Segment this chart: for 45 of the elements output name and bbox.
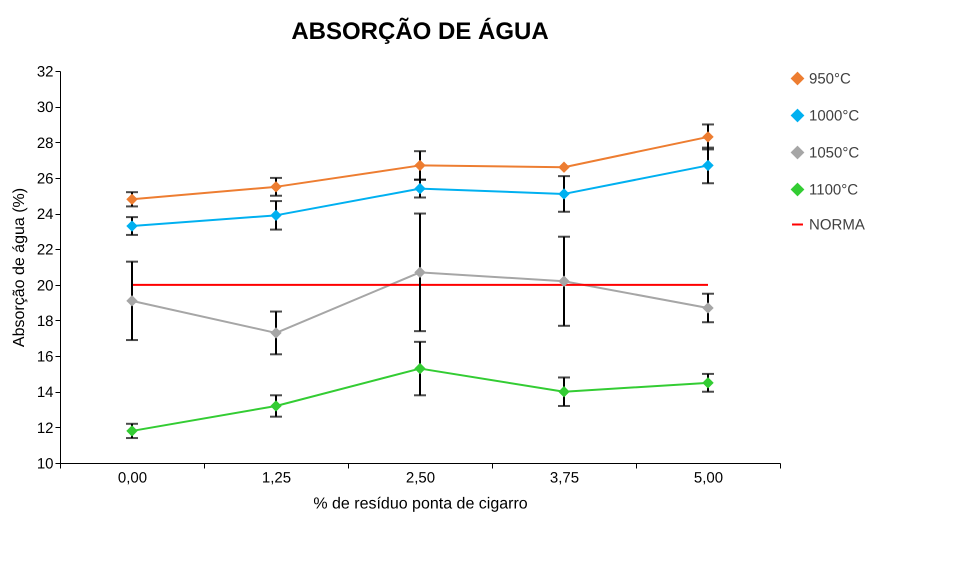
chart-title: ABSORÇÃO DE ÁGUA (291, 17, 549, 45)
y-tick-label: 24 (36, 206, 54, 224)
x-tick-label: 3,75 (550, 470, 580, 486)
point (558, 386, 570, 398)
point (558, 162, 570, 173)
x-tick-label: 1,25 (262, 470, 292, 486)
point (702, 302, 714, 314)
point (126, 220, 138, 232)
legend-label: NORMA (809, 216, 865, 234)
legend-label: 1000°C (809, 108, 860, 124)
point (126, 425, 138, 437)
point (558, 188, 570, 200)
point (126, 295, 138, 307)
point (414, 160, 426, 172)
point (414, 362, 426, 374)
y-tick-label: 26 (36, 170, 54, 188)
point (126, 194, 138, 205)
y-tick-label: 10 (36, 456, 54, 472)
legend-label: 950°C (809, 70, 852, 88)
y-tick-label: 22 (36, 242, 54, 259)
y-axis-title: Absorção de água (%) (10, 188, 28, 348)
point (270, 327, 282, 339)
point (558, 276, 570, 287)
x-tick-label: 2,50 (406, 470, 436, 486)
legend-label: 1050°C (809, 144, 860, 162)
x-tick-label: 0,00 (118, 470, 148, 486)
point (270, 210, 282, 222)
point (414, 182, 426, 194)
point (702, 377, 714, 389)
point (702, 131, 714, 143)
x-axis-title: % de resíduo ponta de cigarro (313, 496, 528, 512)
y-tick-label: 30 (36, 99, 54, 116)
y-tick-label: 14 (36, 384, 54, 402)
legend-label: 1100°C (809, 182, 858, 198)
y-tick-label: 20 (36, 277, 54, 294)
y-tick-label: 32 (36, 64, 54, 80)
point (414, 266, 426, 278)
point (270, 181, 282, 193)
y-tick-label: 28 (36, 134, 54, 152)
x-tick-label: 5,00 (694, 470, 724, 486)
y-tick-label: 12 (36, 420, 54, 437)
point (270, 400, 282, 412)
y-tick-label: 18 (36, 312, 54, 330)
y-tick-label: 16 (36, 348, 54, 366)
point (702, 160, 714, 172)
